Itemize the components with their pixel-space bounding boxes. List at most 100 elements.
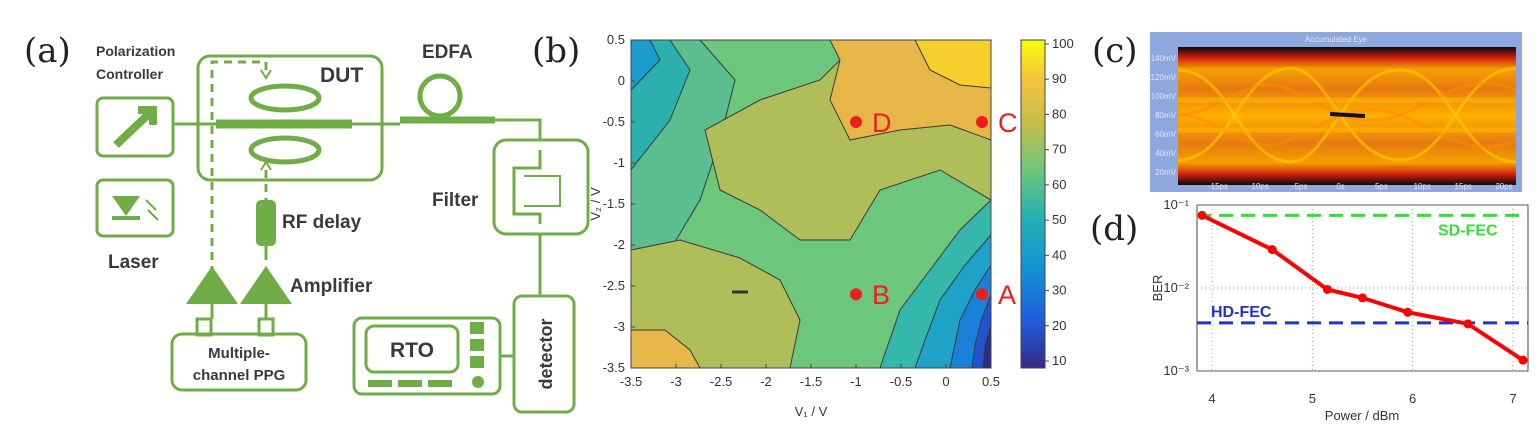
eye-ytick-label: 60mV (1155, 130, 1177, 139)
contour-xtick-label: -1.5 (800, 374, 822, 389)
ber-xtick-label: 4 (1208, 391, 1215, 406)
operating-point-c (976, 116, 988, 128)
eye-ytick-label: 40mV (1155, 149, 1177, 158)
eye-ytick-label: 20mV (1155, 168, 1177, 177)
ber-ylabel: BER (1150, 275, 1165, 302)
ppg-label-2: channel PPG (193, 367, 286, 384)
eye-ytick-label: 80mV (1155, 111, 1177, 120)
contour-xtick-label: -2 (760, 374, 772, 389)
ber-data-point (1463, 319, 1473, 329)
contour-xtick-label: -3 (670, 374, 682, 389)
ber-data-point (1267, 245, 1277, 255)
detector-box (512, 294, 576, 414)
ring-resonator-bottom-icon (248, 135, 322, 165)
operating-point-d (850, 116, 862, 128)
ring-resonator-top-icon (248, 83, 322, 113)
polarization-controller-label-2: Controller (96, 66, 163, 82)
polarization-arrow-icon (113, 106, 157, 148)
contour-xtick-label: -3.5 (620, 374, 642, 389)
contour-ytick-label: 0.5 (607, 32, 625, 47)
contour-xtick-label: -1 (850, 374, 862, 389)
contour-ytick-label: -3.5 (603, 360, 625, 375)
eye-xtick-label: 15ps (1454, 182, 1471, 191)
ber-data-point (1403, 307, 1413, 317)
rto-label: RTO (390, 339, 434, 362)
contour-ytick-label: -2.5 (603, 278, 625, 293)
dut-label: DUT (320, 64, 363, 87)
operating-point-a (976, 288, 988, 301)
ppg-label: Multiple- (208, 345, 270, 362)
ber-data-point (1358, 293, 1367, 303)
operating-point-label-c: C (998, 108, 1018, 138)
operating-point-label-d: D (872, 108, 892, 138)
amplifier-triangle-2 (240, 266, 292, 304)
edfa-coil-icon (417, 73, 463, 119)
eye-ytick-label: 140mV (1151, 54, 1177, 63)
operating-point-b (850, 288, 862, 301)
polarization-controller (95, 96, 175, 158)
eye-ytick-label: 100mV (1151, 92, 1177, 101)
ber-ytick-label: 10⁻¹ (1163, 197, 1189, 212)
ber-panel: (d) SD-FEC HD-FEC 4 5 6 7 10⁻¹ 10⁻² 10⁻³ Power … (1090, 197, 1529, 423)
rf-delay-label: RF delay (282, 212, 362, 233)
contour-xlabel: V₁ / V (795, 404, 828, 419)
eye-title: Accumulated Eye (1305, 35, 1368, 44)
ber-data-point (1197, 210, 1207, 220)
ber-ytick-label: 10⁻² (1163, 280, 1189, 295)
eye-ytick-label: 120mV (1151, 73, 1177, 82)
panel-label-c: (c) (1092, 31, 1138, 71)
contour-xtick-label: 0 (942, 374, 949, 389)
contour-panel: (b) -3.5 -3 -2.5 -2 -1.5 -1 -0.5 0 0.5 0.5 0 -0.5 -1… (532, 31, 1074, 419)
rf-delay-block (256, 200, 276, 246)
dut-box (196, 54, 384, 182)
contour-xtick-label: 0.5 (982, 374, 1000, 389)
eye-panel: (c) Accumulated Eye 140mV 120mV 100mV 80mV 6… (1092, 31, 1522, 192)
contour-xtick-label: -2.5 (710, 374, 732, 389)
ber-data-point (1322, 284, 1332, 294)
operating-point-label-b: B (872, 280, 890, 310)
ber-xtick-label: 6 (1409, 391, 1416, 406)
threshold-label-sd-fec: SD-FEC (1438, 222, 1498, 239)
laser-label: Laser (108, 252, 159, 273)
contour-ytick-label: -2 (613, 237, 625, 252)
contour-ytick-label: -0.5 (603, 114, 625, 129)
eye-xtick-label: 5ps (1375, 182, 1388, 191)
laser-diode-icon (112, 196, 159, 221)
colorbar-tick-label: 60 (1052, 177, 1066, 192)
ber-data-point (1518, 355, 1528, 365)
threshold-label-hd-fec: HD-FEC (1211, 304, 1272, 321)
eye-xtick-label: -15ps (1208, 182, 1228, 191)
ber-xtick-label: 5 (1309, 391, 1316, 406)
ber-xtick-label: 7 (1509, 391, 1516, 406)
setup-diagram: (a) (24, 31, 590, 414)
eye-xtick-label: 10ps (1414, 182, 1431, 191)
edfa-label: EDFA (422, 42, 473, 63)
colorbar-tick-label: 10 (1052, 353, 1066, 368)
laser-box (95, 178, 175, 238)
eye-xtick-label: -10ps (1249, 182, 1269, 191)
panel-label-d: (d) (1090, 209, 1138, 249)
colorbar-tick-label: 30 (1052, 283, 1066, 298)
colorbar-tick-label: 70 (1052, 142, 1066, 157)
contour-ytick-label: 0 (618, 73, 625, 88)
rto-screen (364, 324, 460, 374)
colorbar-tick-label: 90 (1052, 71, 1066, 86)
ber-plot-area (1196, 204, 1529, 372)
colorbar-tick-label: 50 (1052, 212, 1066, 227)
colorbar-tick-label: 80 (1052, 106, 1066, 121)
eye-xtick-label: -5ps (1292, 182, 1308, 191)
colorbar (1020, 39, 1046, 369)
contour-fill (631, 40, 991, 368)
eye-xtick-label: 20ps (1495, 182, 1512, 191)
panel-label-b: (b) (532, 31, 580, 71)
ber-ytick-label: 10⁻³ (1163, 363, 1189, 378)
contour-ytick-label: -1.5 (603, 196, 625, 211)
filter-icon (512, 150, 542, 224)
eye-xtick-label: 0s (1336, 182, 1344, 191)
colorbar-tick-label: 40 (1052, 247, 1066, 262)
polarization-controller-label: Polarization (96, 43, 175, 59)
colorbar-tick-label: 20 (1052, 318, 1066, 333)
contour-ytick-label: -3 (613, 319, 625, 334)
operating-point-label-a: A (998, 280, 1016, 310)
